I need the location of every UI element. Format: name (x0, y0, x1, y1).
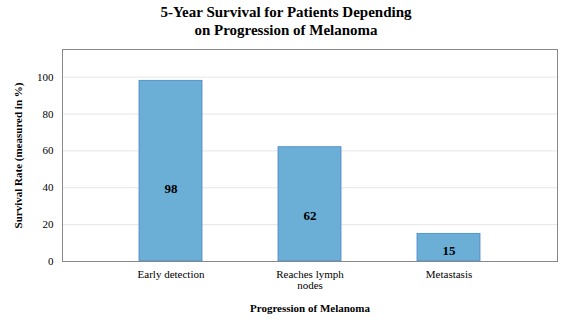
html-text:5-Year Survival for Patients D: 5-Year Survival for Patients Depending o… (160, 4, 412, 38)
svg-text:60: 60 (43, 144, 55, 156)
svg-text:62: 62 (304, 208, 317, 223)
svg-text:15: 15 (443, 243, 457, 258)
svg-text:80: 80 (43, 108, 55, 120)
svg-text:100: 100 (37, 71, 54, 83)
svg-text:0: 0 (48, 255, 54, 267)
svg-text:Metastasis: Metastasis (426, 268, 472, 280)
svg-text:98: 98 (165, 181, 179, 196)
svg-text:Survival Rate (measured in %): Survival Rate (measured in %) (12, 82, 25, 228)
svg-text:Reaches lymphnodes: Reaches lymphnodes (276, 268, 344, 291)
svg-text:Progression of Melanoma: Progression of Melanoma (250, 302, 370, 314)
svg-text:Early detection: Early detection (138, 268, 205, 280)
svg-text:40: 40 (43, 181, 55, 193)
svg-text:20: 20 (43, 218, 55, 230)
